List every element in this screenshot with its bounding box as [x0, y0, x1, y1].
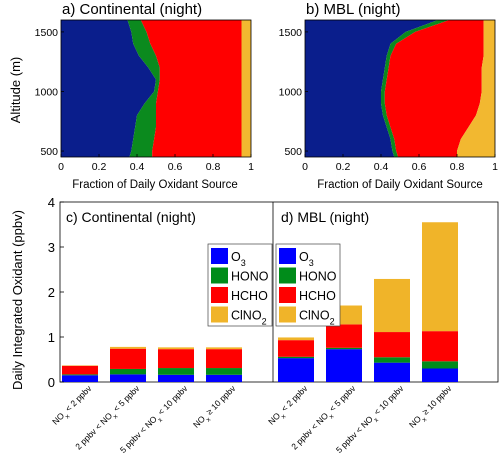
panel-c-legend-swatch — [211, 248, 228, 264]
panel-d-legend: O3 HONO HCHO ClNO2 — [276, 244, 340, 327]
panel-c-bar-hcho — [158, 349, 194, 368]
panel-d-legend-label: HONO — [299, 270, 337, 284]
panel-a-area-clno2 — [242, 20, 252, 157]
panel-a-x-tick-label: 0.4 — [130, 161, 145, 173]
panel-b-areas — [305, 20, 495, 157]
panel-d-bar-hcho — [374, 332, 410, 357]
panel-c-bar-hcho — [206, 349, 242, 368]
panel-d-bar-hono — [374, 357, 410, 362]
panel-b-title: b) MBL (night) — [306, 1, 400, 18]
panel-c-bar-o3 — [62, 375, 98, 382]
panel-d-bar-o3 — [278, 358, 314, 382]
bottom-y-tick-label: 3 — [48, 240, 55, 255]
panel-c-legend-swatch — [211, 287, 228, 303]
panel-d-bar-o3 — [422, 369, 458, 383]
panel-c-category-label: NOx ≥ 10 ppbv — [191, 383, 240, 432]
panel-c-bar-hono — [158, 368, 194, 375]
bottom-y-tick-label: 0 — [48, 375, 55, 390]
panel-b-x-tick-label: 1 — [492, 161, 498, 173]
panel-a-x-tick-label: 0.2 — [92, 161, 107, 173]
panel-d-legend-swatch — [279, 268, 296, 284]
panel-b-mbl-profile: b) MBL (night) 0 0.2 0.4 0.6 0.8 1 500 1000 150… — [279, 1, 498, 191]
panel-b-xlabel: Fraction of Daily Oxidant Source — [317, 179, 483, 191]
panel-a-y-tick-label: 500 — [40, 146, 58, 158]
panel-b-x-tick-label: 0.6 — [412, 161, 427, 173]
panel-d-bar-clno2 — [374, 279, 410, 332]
panel-a-x-tick-label: 0 — [58, 161, 64, 173]
panel-d-legend-swatch — [279, 307, 296, 323]
panel-c-bar-o3 — [206, 375, 242, 382]
panel-c-bar-hono — [110, 369, 146, 374]
panel-c-category-label: NOx < 2 ppbv — [50, 383, 96, 429]
bottom-ylabel: Daily Integrated Oxidant (ppbv) — [10, 210, 25, 390]
panel-c-legend-label: HONO — [231, 270, 269, 284]
panel-d-title: d) MBL (night) — [281, 209, 369, 225]
panel-d-legend-swatch — [279, 248, 296, 264]
panel-d-bar-o3 — [326, 349, 362, 382]
panel-d-bar-hcho — [326, 324, 362, 347]
panel-a-continental-profile: a) Continental (night) 0 0.2 0.4 0.6 0.8 1 50… — [35, 1, 254, 191]
panel-d-bar-hcho — [278, 340, 314, 357]
panel-c-title: c) Continental (night) — [66, 209, 196, 225]
panel-b-x-tick-label: 0.8 — [450, 161, 465, 173]
panel-a-title: a) Continental (night) — [62, 1, 202, 18]
panel-d-bar-o3 — [374, 363, 410, 382]
panel-b-y-ticks: 500 1000 1500 — [279, 27, 308, 158]
panel-d-bar-clno2 — [278, 337, 314, 340]
panel-b-y-tick-label: 1000 — [279, 86, 303, 98]
top-ylabel: Altitude (m) — [8, 57, 23, 123]
panel-c-bar-hcho — [62, 366, 98, 375]
panel-a-areas — [61, 20, 251, 157]
panel-d-bar-clno2 — [422, 222, 458, 331]
panel-d-bar-hono — [278, 357, 314, 358]
panel-b-x-tick-label: 0.2 — [336, 161, 351, 173]
panel-c-bar-o3 — [110, 374, 146, 382]
panel-c-bar-o3 — [158, 375, 194, 382]
panel-d-legend-label: HCHO — [299, 289, 336, 303]
panel-a-xlabel: Fraction of Daily Oxidant Source — [72, 179, 238, 191]
bottom-y-tick-label: 4 — [48, 195, 55, 210]
panel-c-legend-swatch — [211, 307, 228, 323]
panel-b-x-tick-label: 0.4 — [374, 161, 389, 173]
panel-c-bar-clno2 — [110, 347, 146, 349]
panel-c-bar-hcho — [110, 349, 146, 369]
panel-d-legend-swatch — [279, 287, 296, 303]
panel-c-bar-clno2 — [206, 347, 242, 349]
panel-c-legend-label: HCHO — [231, 289, 268, 303]
panel-d-bar-hono — [422, 361, 458, 368]
panel-d-category-label: NOx < 2 ppbv — [266, 383, 312, 429]
bottom-y-ticks: 0 1 2 3 4 — [48, 195, 64, 390]
panel-b-y-tick-label: 1500 — [279, 27, 303, 39]
panel-a-y-tick-label: 1000 — [35, 86, 59, 98]
panel-b-y-tick-label: 500 — [284, 146, 302, 158]
panel-c-bar-clno2 — [158, 347, 194, 349]
panel-c-bar-hono — [206, 368, 242, 375]
panel-a-x-tick-label: 0.6 — [168, 161, 183, 173]
panel-c-legend: O3 HONO HCHO ClNO2 — [208, 244, 272, 327]
panel-b-x-tick-label: 0 — [302, 161, 308, 173]
panel-a-y-tick-label: 1500 — [35, 27, 59, 39]
panel-c-legend-swatch — [211, 268, 228, 284]
bottom-y-tick-label: 2 — [48, 285, 55, 300]
panel-d-bar-hono — [326, 348, 362, 349]
panel-d-category-label: NOx ≥ 10 ppbv — [407, 383, 456, 432]
panel-a-x-tick-label: 0.8 — [206, 161, 221, 173]
bottom-y-tick-label: 1 — [48, 330, 55, 345]
panel-a-y-ticks: 500 1000 1500 — [35, 27, 64, 158]
panel-c-bar-hono — [62, 374, 98, 375]
panel-d-bar-hcho — [422, 331, 458, 361]
panel-a-x-tick-label: 1 — [248, 161, 254, 173]
